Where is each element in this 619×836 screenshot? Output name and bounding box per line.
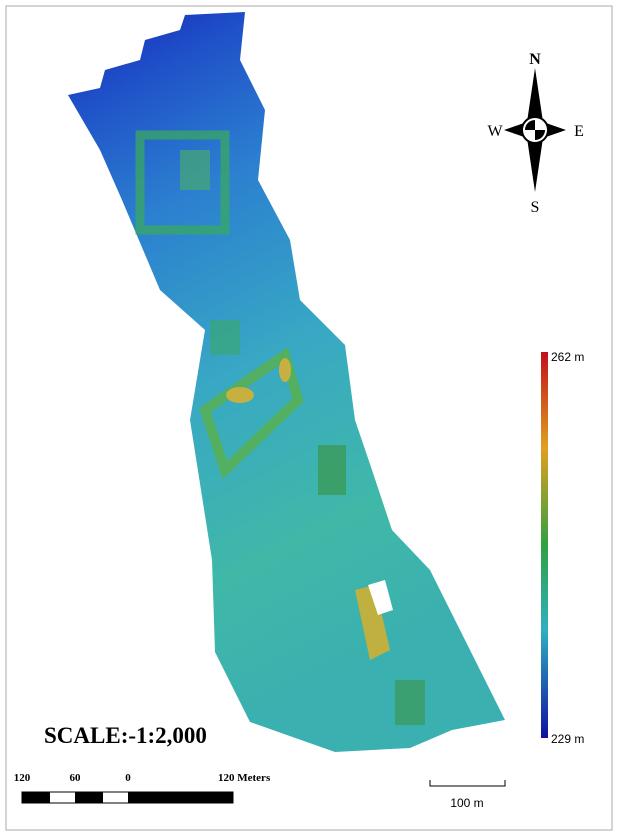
scale-100-label: 100 m xyxy=(450,796,483,810)
green-feature xyxy=(395,680,425,725)
green-feature xyxy=(318,445,346,495)
scale-text: SCALE:-1:2,000 xyxy=(44,723,207,748)
scale-segment xyxy=(128,792,233,803)
legend-max: 262 m xyxy=(551,350,584,364)
scale-label: 0 xyxy=(125,772,131,784)
high-feature xyxy=(279,358,291,382)
scale-segment xyxy=(22,792,50,803)
map-page: N S W E 262 m 229 m SCALE:-1:2,000 120 6… xyxy=(0,0,619,836)
compass-w: W xyxy=(487,123,503,140)
green-feature xyxy=(210,320,240,355)
legend-min: 229 m xyxy=(551,732,584,746)
scale-label: 60 xyxy=(70,772,82,784)
scale-label: 120 xyxy=(14,772,31,784)
compass-e: E xyxy=(574,123,584,140)
green-feature xyxy=(180,150,210,190)
compass-s: S xyxy=(531,199,540,216)
scale-label: 120 Meters xyxy=(218,772,271,784)
color-ramp xyxy=(541,352,548,738)
compass-n: N xyxy=(529,51,541,68)
high-feature xyxy=(226,387,254,403)
scale-segment xyxy=(75,792,103,803)
